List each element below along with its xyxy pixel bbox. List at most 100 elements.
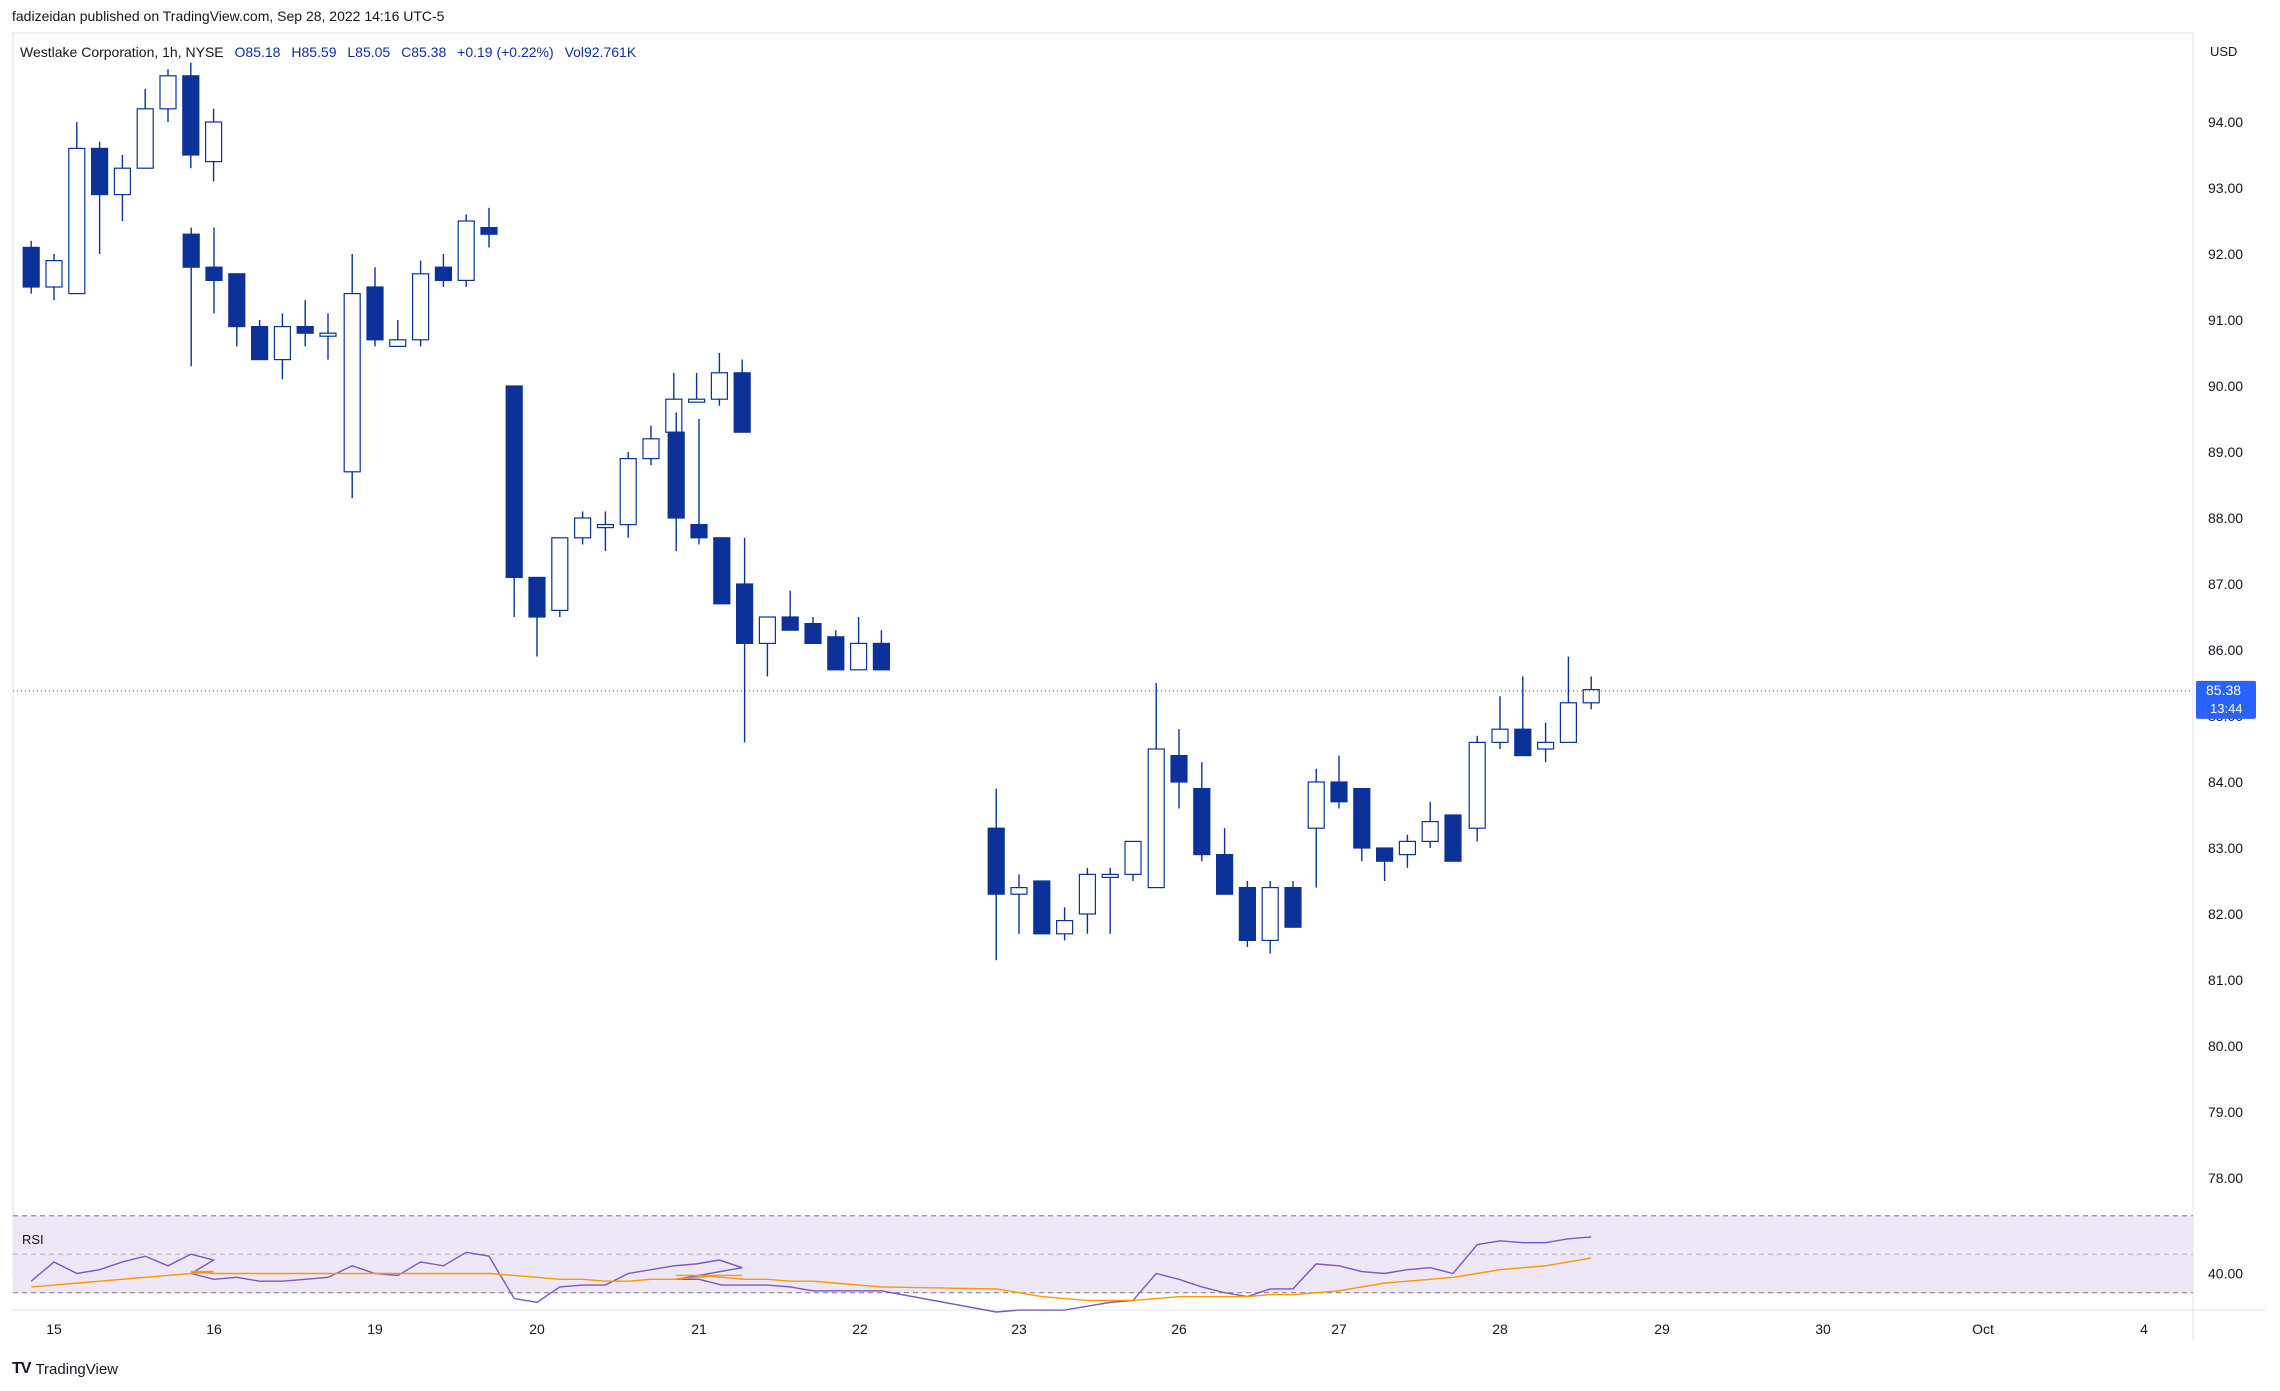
x-tick-label: 22 [852,1321,868,1337]
candle-body [758,616,777,644]
candle-body [457,220,475,282]
candle-body [389,339,407,347]
candle-body [1582,688,1600,704]
candle-body [1215,853,1234,895]
candle-body [205,266,223,282]
candle-body [1261,886,1279,941]
y-tick-label: 88.00 [2208,510,2243,526]
candle-body [528,576,546,618]
candle-body [159,75,177,110]
candle-body [1010,886,1028,895]
x-tick-label: 16 [206,1321,222,1337]
candle-body [872,642,891,671]
candle-body [1284,886,1302,928]
x-tick-label: 30 [1815,1321,1831,1337]
candle-body [596,523,615,529]
publish-info: fadizeidan published on TradingView.com,… [12,8,445,24]
y-tick-label: 81.00 [2208,972,2243,988]
rsi-ma-line [31,1257,1592,1302]
candle-body [849,642,868,671]
tradingview-brand: TradingView [35,1360,118,1378]
rsi-tick-label: 40.00 [2208,1266,2243,1282]
candle-body [296,326,314,334]
candle-body [319,332,337,337]
candle-body [1559,702,1578,743]
candle-body [68,147,86,295]
y-tick-label: 83.00 [2208,840,2243,856]
candle-body [273,326,291,361]
candle-body [1444,814,1462,862]
y-tick-label: 79.00 [2208,1104,2243,1120]
legend-volume: Vol92.761K [564,44,637,60]
legend-high: H85.59 [291,44,337,60]
x-tick-label: 4 [2140,1321,2148,1337]
candle-body [690,523,708,539]
candle-body [667,431,685,519]
candle-body [1536,741,1555,750]
y-tick-label: 84.00 [2208,774,2243,790]
candle-body [505,385,523,578]
candle-body [827,636,845,671]
candle-body [1124,840,1142,876]
x-tick-label: 20 [529,1321,545,1337]
x-tick-label: 15 [46,1321,62,1337]
rsi-label: RSI [22,1232,44,1247]
candle-body [573,517,592,539]
tradingview-footer[interactable]: TV TradingView [12,1360,118,1378]
candle-body [22,246,40,288]
x-tick-label: 29 [1654,1321,1670,1337]
countdown-label: 13:44 [2210,701,2243,716]
candle-body [735,583,754,645]
candle-body [228,273,246,328]
candle-body [642,438,660,460]
candle-body [1078,873,1097,915]
candle-body [182,233,200,268]
candle-body [710,372,729,400]
candle-body [619,458,637,526]
y-tick-label: 80.00 [2208,1038,2243,1054]
x-tick-label: 27 [1331,1321,1347,1337]
price-axis-currency: USD [2210,44,2237,59]
candle-body [733,372,751,433]
candle-body [1238,886,1257,941]
candle-body [1101,873,1119,879]
candle-body [251,326,269,361]
candle-body [713,537,731,605]
candle-body [412,273,430,341]
rsi-line [30,1236,1592,1313]
candle-body [1147,748,1165,889]
candle-body [434,266,452,282]
candle-body [1468,741,1486,829]
candle-body [480,227,498,235]
candle-body [90,147,109,196]
symbol-legend: Westlake Corporation, 1h, NYSE O85.18 H8… [20,44,643,60]
candle-body [205,121,223,163]
y-tick-label: 78.00 [2208,1170,2243,1186]
legend-low: L85.05 [347,44,391,60]
last-price-badge [2196,680,2256,719]
y-tick-label: 90.00 [2208,378,2243,394]
legend-close: C85.38 [401,44,447,60]
y-tick-label: 89.00 [2208,444,2243,460]
candle-body [551,537,569,611]
last-price-label: 85.38 [2206,682,2241,698]
x-tick-label: Oct [1972,1321,1994,1337]
candle-body [1033,880,1051,935]
candle-body [804,622,822,644]
candle-body [366,286,384,341]
legend-change: +0.19 (+0.22%) [457,44,554,60]
x-tick-label: 28 [1492,1321,1508,1337]
y-tick-label: 86.00 [2208,642,2243,658]
candle-body [1330,781,1348,803]
candle-body [45,260,63,288]
candle-body [781,616,799,631]
candle-body [665,398,683,433]
x-tick-label: 19 [367,1321,383,1337]
candle-body [1193,787,1211,856]
candle-body [343,293,361,473]
legend-open: O85.18 [234,44,281,60]
candle-body [1398,840,1417,856]
y-tick-label: 93.00 [2208,180,2243,196]
y-tick-label: 92.00 [2208,246,2243,262]
